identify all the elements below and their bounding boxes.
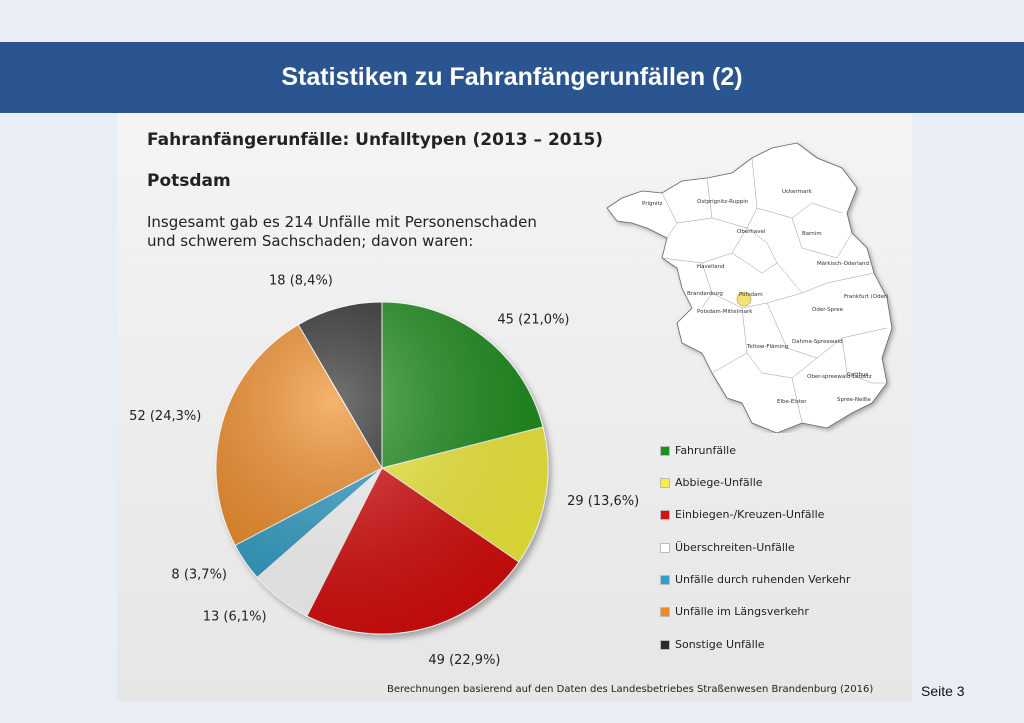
pie-highlight [216, 302, 548, 634]
legend-item: Sonstige Unfälle [660, 638, 765, 651]
page-number: Seite 3 [921, 683, 965, 699]
district-borders [661, 157, 888, 424]
legend-label: Überschreiten-Unfälle [675, 541, 795, 554]
map-label: Oder-Spree [812, 307, 844, 313]
legend-label: Einbiegen-/Kreuzen-Unfälle [675, 508, 825, 521]
map-label: Märkisch-Oderland [817, 261, 869, 267]
map-label: Barnim [802, 231, 822, 237]
legend-label: Unfälle durch ruhenden Verkehr [675, 573, 851, 586]
legend-swatch [660, 639, 670, 650]
legend-swatch [660, 509, 670, 520]
legend-item: Unfälle im Längsverkehr [660, 605, 809, 618]
map-label: Dahme-Spreewald [792, 339, 843, 345]
brandenburg-map: Prignitz Ostprignitz-Ruppin Uckermark Ob… [606, 142, 893, 433]
pie-data-label: 52 (24,3%) [129, 409, 201, 424]
legend-swatch [660, 477, 670, 488]
legend-label: Abbiege-Unfälle [675, 476, 763, 489]
legend-label: Unfälle im Längsverkehr [675, 605, 809, 618]
source-note: Berechnungen basierend auf den Daten des… [387, 684, 874, 695]
pie-chart: 45 (21,0%) 29 (13,6%) 49 (22,9%) 13 (6,1%) 8… [129, 274, 639, 669]
legend-swatch [660, 542, 670, 553]
legend-item: Einbiegen-/Kreuzen-Unfälle [660, 508, 824, 521]
legend-swatch [660, 445, 670, 456]
map-label: Prignitz [642, 201, 663, 207]
legend-item: Unfälle durch ruhenden Verkehr [660, 573, 850, 586]
pie-data-label: 49 (22,9%) [428, 653, 500, 668]
chart-description: Insgesamt gab es 214 Unfälle mit Persone… [147, 213, 537, 250]
chart-title: Fahranfängerunfälle: Unfalltypen (2013 –… [147, 130, 604, 150]
map-label: Teltow-Fläming [746, 344, 788, 350]
map-label: Ober-spreewald-Lausitz [807, 374, 872, 380]
legend-swatch [660, 574, 670, 585]
map-label: Spree-Neiße [837, 397, 871, 403]
brandenburg-outline [606, 142, 893, 433]
map-label: Cottbus [847, 372, 868, 378]
map-labels: Prignitz Ostprignitz-Ruppin Uckermark Ob… [642, 189, 888, 405]
map-label: Potsdam-Mittelmark [697, 309, 753, 315]
map-label: Uckermark [782, 189, 813, 195]
map-label: Oberhavel [737, 229, 766, 235]
map-label: Ostprignitz-Ruppin [697, 199, 749, 205]
slide-content: Fahranfängerunfälle: Unfalltypen (2013 –… [117, 113, 912, 701]
map-label: Frankfurt (Oder) [844, 294, 888, 300]
potsdam-highlight [736, 291, 752, 307]
legend-item: Abbiege-Unfälle [660, 476, 763, 489]
map-label: Potsdam [739, 292, 763, 298]
map-label: Havelland [697, 264, 725, 270]
slide-header: Statistiken zu Fahranfängerunfällen (2) [0, 42, 1024, 113]
chart-subtitle: Potsdam [147, 171, 231, 191]
pie-data-label: 18 (8,4%) [269, 274, 333, 289]
map-label: Elbe-Elster [777, 399, 807, 405]
legend-label: Fahrunfälle [675, 444, 736, 457]
map-label: Brandenburg [687, 291, 723, 297]
pie-data-label: 13 (6,1%) [203, 609, 267, 624]
header-title: Statistiken zu Fahranfängerunfällen (2) [281, 63, 743, 91]
pie-data-label: 45 (21,0%) [497, 313, 569, 328]
legend-item: Fahrunfälle [660, 444, 736, 457]
legend-label: Sonstige Unfälle [675, 638, 765, 651]
legend-swatch [660, 606, 670, 617]
pie-data-label: 8 (3,7%) [171, 567, 227, 582]
pie-data-label: 29 (13,6%) [567, 494, 639, 509]
legend-item: Überschreiten-Unfälle [660, 541, 795, 554]
